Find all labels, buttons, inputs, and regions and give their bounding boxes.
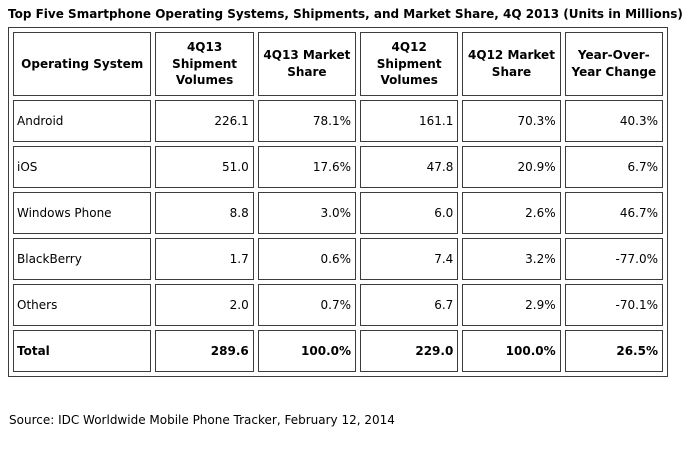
source-note: Source: IDC Worldwide Mobile Phone Track… bbox=[9, 413, 395, 427]
os-cell: iOS bbox=[13, 146, 152, 188]
os-cell: Windows Phone bbox=[13, 192, 152, 234]
table-row-total: Total 289.6 100.0% 229.0 100.0% 26.5% bbox=[13, 330, 663, 372]
page-title: Top Five Smartphone Operating Systems, S… bbox=[8, 7, 683, 21]
value-cell: 289.6 bbox=[155, 330, 254, 372]
value-cell: 17.6% bbox=[257, 146, 357, 188]
value-cell: 46.7% bbox=[564, 192, 663, 234]
os-cell: Others bbox=[13, 284, 152, 326]
value-cell: 1.7 bbox=[155, 238, 254, 280]
value-cell: 47.8 bbox=[360, 146, 459, 188]
value-cell: 2.6% bbox=[462, 192, 561, 234]
os-cell: Total bbox=[13, 330, 152, 372]
header-4q13-shipments: 4Q13 Shipment Volumes bbox=[155, 32, 254, 96]
value-cell: 0.6% bbox=[257, 238, 357, 280]
header-4q12-market-share: 4Q12 Market Share bbox=[462, 32, 561, 96]
value-cell: 0.7% bbox=[257, 284, 357, 326]
value-cell: 6.7% bbox=[564, 146, 663, 188]
value-cell: 6.0 bbox=[360, 192, 459, 234]
value-cell: 40.3% bbox=[564, 100, 663, 142]
value-cell: 3.2% bbox=[462, 238, 561, 280]
value-cell: 226.1 bbox=[155, 100, 254, 142]
value-cell: 2.9% bbox=[462, 284, 561, 326]
table-row-others: Others 2.0 0.7% 6.7 2.9% -70.1% bbox=[13, 284, 663, 326]
header-yoy-change: Year-Over-Year Change bbox=[564, 32, 663, 96]
value-cell: 161.1 bbox=[360, 100, 459, 142]
os-cell: BlackBerry bbox=[13, 238, 152, 280]
value-cell: -70.1% bbox=[564, 284, 663, 326]
table-row-blackberry: BlackBerry 1.7 0.6% 7.4 3.2% -77.0% bbox=[13, 238, 663, 280]
value-cell: 78.1% bbox=[257, 100, 357, 142]
smartphone-os-table: Operating System 4Q13 Shipment Volumes 4… bbox=[8, 27, 668, 377]
header-4q12-shipments: 4Q12 Shipment Volumes bbox=[360, 32, 459, 96]
value-cell: 100.0% bbox=[257, 330, 357, 372]
value-cell: -77.0% bbox=[564, 238, 663, 280]
value-cell: 6.7 bbox=[360, 284, 459, 326]
header-4q13-market-share: 4Q13 Market Share bbox=[257, 32, 357, 96]
value-cell: 20.9% bbox=[462, 146, 561, 188]
value-cell: 26.5% bbox=[564, 330, 663, 372]
os-cell: Android bbox=[13, 100, 152, 142]
value-cell: 100.0% bbox=[462, 330, 561, 372]
value-cell: 70.3% bbox=[462, 100, 561, 142]
value-cell: 2.0 bbox=[155, 284, 254, 326]
header-operating-system: Operating System bbox=[13, 32, 152, 96]
table-row-windows-phone: Windows Phone 8.8 3.0% 6.0 2.6% 46.7% bbox=[13, 192, 663, 234]
value-cell: 7.4 bbox=[360, 238, 459, 280]
value-cell: 8.8 bbox=[155, 192, 254, 234]
table-row-ios: iOS 51.0 17.6% 47.8 20.9% 6.7% bbox=[13, 146, 663, 188]
value-cell: 51.0 bbox=[155, 146, 254, 188]
table-row-android: Android 226.1 78.1% 161.1 70.3% 40.3% bbox=[13, 100, 663, 142]
table-header-row: Operating System 4Q13 Shipment Volumes 4… bbox=[13, 32, 663, 96]
value-cell: 3.0% bbox=[257, 192, 357, 234]
value-cell: 229.0 bbox=[360, 330, 459, 372]
